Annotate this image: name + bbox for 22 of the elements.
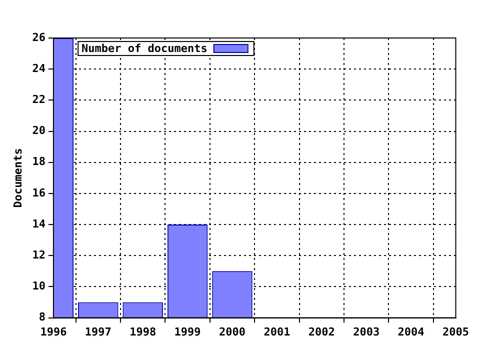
- x-tick-label: 2001: [264, 325, 291, 338]
- y-tick-label: 22: [32, 93, 46, 106]
- x-tick-label: 2004: [398, 325, 425, 338]
- y-tick-label: 16: [32, 186, 46, 200]
- y-tick-label: 12: [32, 248, 46, 262]
- x-tick-label: 1998: [130, 325, 156, 338]
- x-tick-label: 1996: [40, 325, 68, 338]
- legend-label: Number of documents: [82, 42, 208, 55]
- y-tick-label: 18: [32, 155, 46, 168]
- x-tick-label: 2000: [219, 325, 246, 338]
- y-axis-title: Documents: [11, 148, 24, 208]
- x-tick-label: 2005: [442, 325, 470, 338]
- x-tick-label: 2003: [353, 325, 380, 338]
- y-tick-label: 10: [32, 280, 46, 293]
- y-tick-label: 8: [38, 310, 46, 324]
- y-tick-label: 24: [32, 62, 46, 75]
- y-tick-label: 26: [32, 30, 46, 44]
- y-tick-label: 14: [32, 217, 46, 230]
- x-tick-label: 1997: [84, 325, 112, 338]
- x-tick-label: 1999: [174, 325, 201, 338]
- y-tick-label: 20: [32, 124, 46, 138]
- x-tick-label: 2002: [308, 325, 335, 338]
